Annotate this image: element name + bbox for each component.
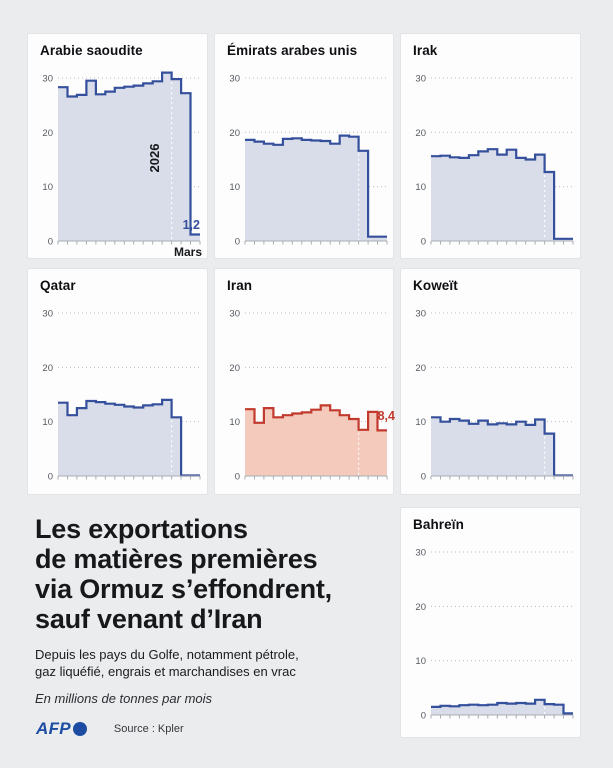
arabie-saoudite-step-chart: 0 10 20 30 2026 1,2 Mars bbox=[42, 71, 202, 259]
svg-text:Mars: Mars bbox=[174, 245, 202, 259]
headline-block: Les exportations de matières premières v… bbox=[35, 514, 390, 706]
koweit-step-chart: 0 10 20 30 bbox=[415, 309, 574, 483]
svg-text:0: 0 bbox=[421, 711, 426, 722]
svg-text:10: 10 bbox=[229, 417, 240, 428]
svg-text:0: 0 bbox=[48, 237, 53, 248]
svg-text:20: 20 bbox=[229, 128, 240, 139]
svg-text:8,4: 8,4 bbox=[378, 409, 395, 423]
svg-text:30: 30 bbox=[415, 74, 426, 85]
svg-text:10: 10 bbox=[415, 182, 426, 193]
qatar-step-chart: 0 10 20 30 bbox=[42, 309, 201, 483]
svg-text:0: 0 bbox=[235, 237, 240, 248]
chart-title-qatar: Qatar bbox=[40, 278, 76, 293]
svg-text:0: 0 bbox=[235, 472, 240, 483]
headline-line-3: via Ormuz s’effondrent, bbox=[35, 574, 332, 604]
chart-title-irak: Irak bbox=[413, 43, 438, 58]
svg-text:10: 10 bbox=[415, 656, 426, 667]
svg-text:30: 30 bbox=[415, 548, 426, 559]
footer: AFP Source : Kpler bbox=[36, 719, 184, 739]
svg-text:0: 0 bbox=[421, 237, 426, 248]
chart-card-bahrein: Bahreïn 0 10 20 30 bbox=[400, 507, 581, 738]
svg-text:30: 30 bbox=[229, 74, 240, 85]
svg-text:10: 10 bbox=[42, 182, 53, 193]
svg-text:30: 30 bbox=[42, 309, 53, 320]
chart-title-iran: Iran bbox=[227, 278, 253, 293]
svg-text:10: 10 bbox=[42, 417, 53, 428]
svg-text:10: 10 bbox=[415, 417, 426, 428]
chart-title-koweit: Koweït bbox=[413, 278, 458, 293]
headline-line-1: Les exportations bbox=[35, 514, 248, 544]
svg-text:0: 0 bbox=[421, 472, 426, 483]
headline-line-2: de matières premières bbox=[35, 544, 318, 574]
svg-text:2026: 2026 bbox=[147, 144, 162, 173]
subtitle-line-1: Depuis les pays du Golfe, notamment pétr… bbox=[35, 647, 299, 662]
source-credit: Source : Kpler bbox=[113, 723, 184, 735]
headline-line-4: sauf venant d’Iran bbox=[35, 604, 263, 634]
chart-card-qatar: Qatar 0 10 20 30 bbox=[27, 268, 208, 495]
chart-card-arabie-saoudite: Arabie saoudite 0 10 20 30 2026 1,2 Mars bbox=[27, 33, 208, 259]
bahrein-step-chart: 0 10 20 30 bbox=[415, 548, 574, 722]
irak-step-chart: 0 10 20 30 bbox=[415, 74, 574, 248]
chart-title-emirats-arabes-unis: Émirats arabes unis bbox=[227, 43, 358, 58]
chart-card-irak: Irak 0 10 20 30 bbox=[400, 33, 581, 259]
subtitle-line-2: gaz liquéfié, engrais et marchandises en… bbox=[35, 663, 296, 679]
afp-globe-icon bbox=[72, 722, 87, 736]
afp-logo: AFP bbox=[36, 719, 87, 739]
afp-logo-text: AFP bbox=[36, 719, 71, 738]
svg-text:20: 20 bbox=[229, 363, 240, 374]
headline: Les exportations de matières premières v… bbox=[35, 514, 390, 634]
svg-text:10: 10 bbox=[229, 182, 240, 193]
svg-text:0: 0 bbox=[48, 472, 53, 483]
chart-title-bahrein: Bahreïn bbox=[413, 517, 464, 532]
chart-card-emirats-arabes-unis: Émirats arabes unis 0 10 20 30 bbox=[214, 33, 394, 259]
unit-note: En millions de tonnes par mois bbox=[35, 691, 213, 706]
svg-text:30: 30 bbox=[415, 309, 426, 320]
iran-step-chart: 0 10 20 30 8,4 bbox=[229, 309, 395, 483]
svg-text:20: 20 bbox=[415, 602, 426, 613]
svg-text:20: 20 bbox=[42, 363, 53, 374]
chart-title-arabie-saoudite: Arabie saoudite bbox=[40, 43, 143, 58]
svg-text:20: 20 bbox=[415, 363, 426, 374]
chart-card-iran: Iran 0 10 20 30 8,4 bbox=[214, 268, 395, 495]
svg-text:20: 20 bbox=[42, 128, 53, 139]
chart-card-koweit: Koweït 0 10 20 30 bbox=[400, 268, 581, 495]
svg-text:1,2: 1,2 bbox=[183, 218, 200, 232]
svg-text:30: 30 bbox=[229, 309, 240, 320]
svg-text:20: 20 bbox=[415, 128, 426, 139]
subtitle: Depuis les pays du Golfe, notamment pétr… bbox=[35, 647, 390, 680]
emirats-arabes-unis-step-chart: 0 10 20 30 bbox=[229, 74, 388, 248]
svg-text:30: 30 bbox=[42, 74, 53, 85]
